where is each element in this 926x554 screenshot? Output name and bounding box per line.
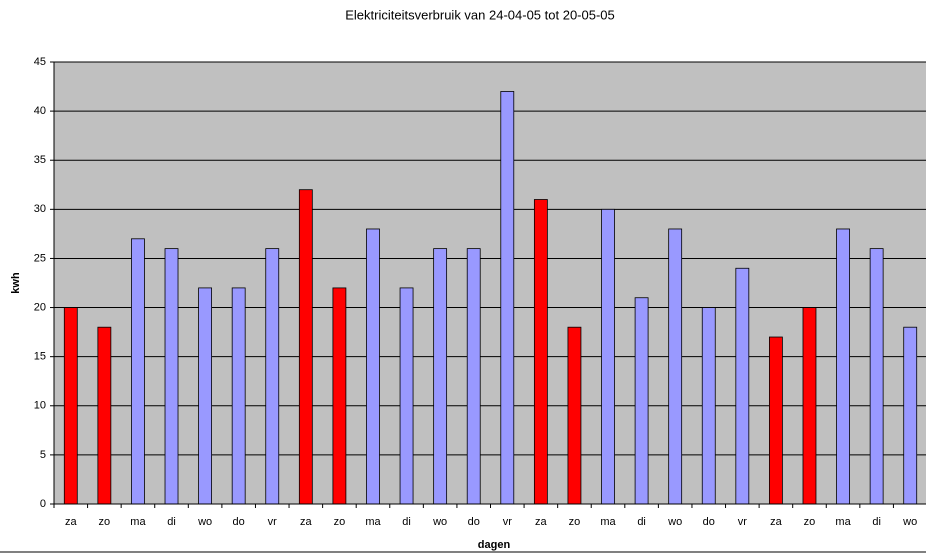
x-tick-label: wo: [902, 516, 917, 528]
x-tick-label: ma: [130, 516, 146, 528]
y-tick-label: 45: [34, 56, 46, 68]
x-tick-label: za: [535, 516, 548, 528]
x-tick-label: di: [637, 516, 646, 528]
bar: [164, 248, 179, 505]
x-tick-label: wo: [197, 516, 212, 528]
bar: [97, 326, 112, 505]
x-tick-label: do: [468, 516, 480, 528]
y-tick-label: 0: [40, 498, 46, 510]
x-tick-label: za: [65, 516, 78, 528]
bar: [366, 228, 380, 505]
bar: [701, 307, 716, 505]
bar: [433, 248, 448, 505]
x-tick-label: vr: [268, 516, 278, 528]
bar: [533, 199, 548, 505]
y-tick-label: 40: [34, 105, 46, 117]
bar: [466, 248, 481, 505]
bar: [63, 307, 78, 505]
x-tick-label: zo: [334, 516, 346, 528]
bar: [231, 287, 246, 505]
bar: [332, 287, 347, 505]
bar: [601, 208, 615, 505]
bar: [735, 267, 750, 505]
bar: [769, 336, 783, 505]
bar: [265, 248, 280, 505]
bar: [198, 287, 212, 505]
bar: [869, 248, 884, 505]
plot-area: [54, 62, 926, 504]
x-tick-label: wo: [432, 516, 447, 528]
x-tick-label: zo: [804, 516, 816, 528]
y-tick-label: 25: [34, 252, 46, 264]
bar: [500, 91, 515, 505]
y-tick-label: 5: [40, 449, 46, 461]
bar: [668, 228, 683, 505]
x-tick-label: di: [402, 516, 411, 528]
x-tick-label: vr: [738, 516, 748, 528]
x-tick-label: ma: [600, 516, 616, 528]
x-axis-title: dagen: [478, 539, 511, 551]
bar: [131, 238, 145, 505]
bar: [399, 287, 414, 505]
x-tick-label: za: [300, 516, 313, 528]
x-tick-label: wo: [667, 516, 682, 528]
x-tick-label: ma: [365, 516, 381, 528]
x-tick-label: za: [770, 516, 783, 528]
x-tick-label: zo: [569, 516, 581, 528]
x-tick-label: di: [872, 516, 881, 528]
y-axis-title: kwh: [10, 272, 22, 294]
y-tick-label: 15: [34, 351, 46, 363]
bar: [298, 189, 313, 505]
x-tick-label: do: [703, 516, 715, 528]
chart-title: Elektriciteitsverbruik van 24-04-05 tot …: [345, 7, 615, 22]
y-tick-label: 35: [34, 154, 46, 166]
bar: [567, 326, 582, 505]
x-tick-label: vr: [503, 516, 513, 528]
x-tick-label: di: [167, 516, 176, 528]
bar: [802, 307, 817, 505]
bar: [634, 297, 649, 505]
y-tick-label: 20: [34, 301, 46, 313]
y-tick-label: 10: [34, 400, 46, 412]
bar: [903, 326, 918, 505]
x-tick-label: ma: [835, 516, 851, 528]
y-tick-label: 30: [34, 203, 46, 215]
x-tick-label: do: [233, 516, 245, 528]
bar: [836, 228, 850, 505]
x-tick-label: zo: [99, 516, 111, 528]
